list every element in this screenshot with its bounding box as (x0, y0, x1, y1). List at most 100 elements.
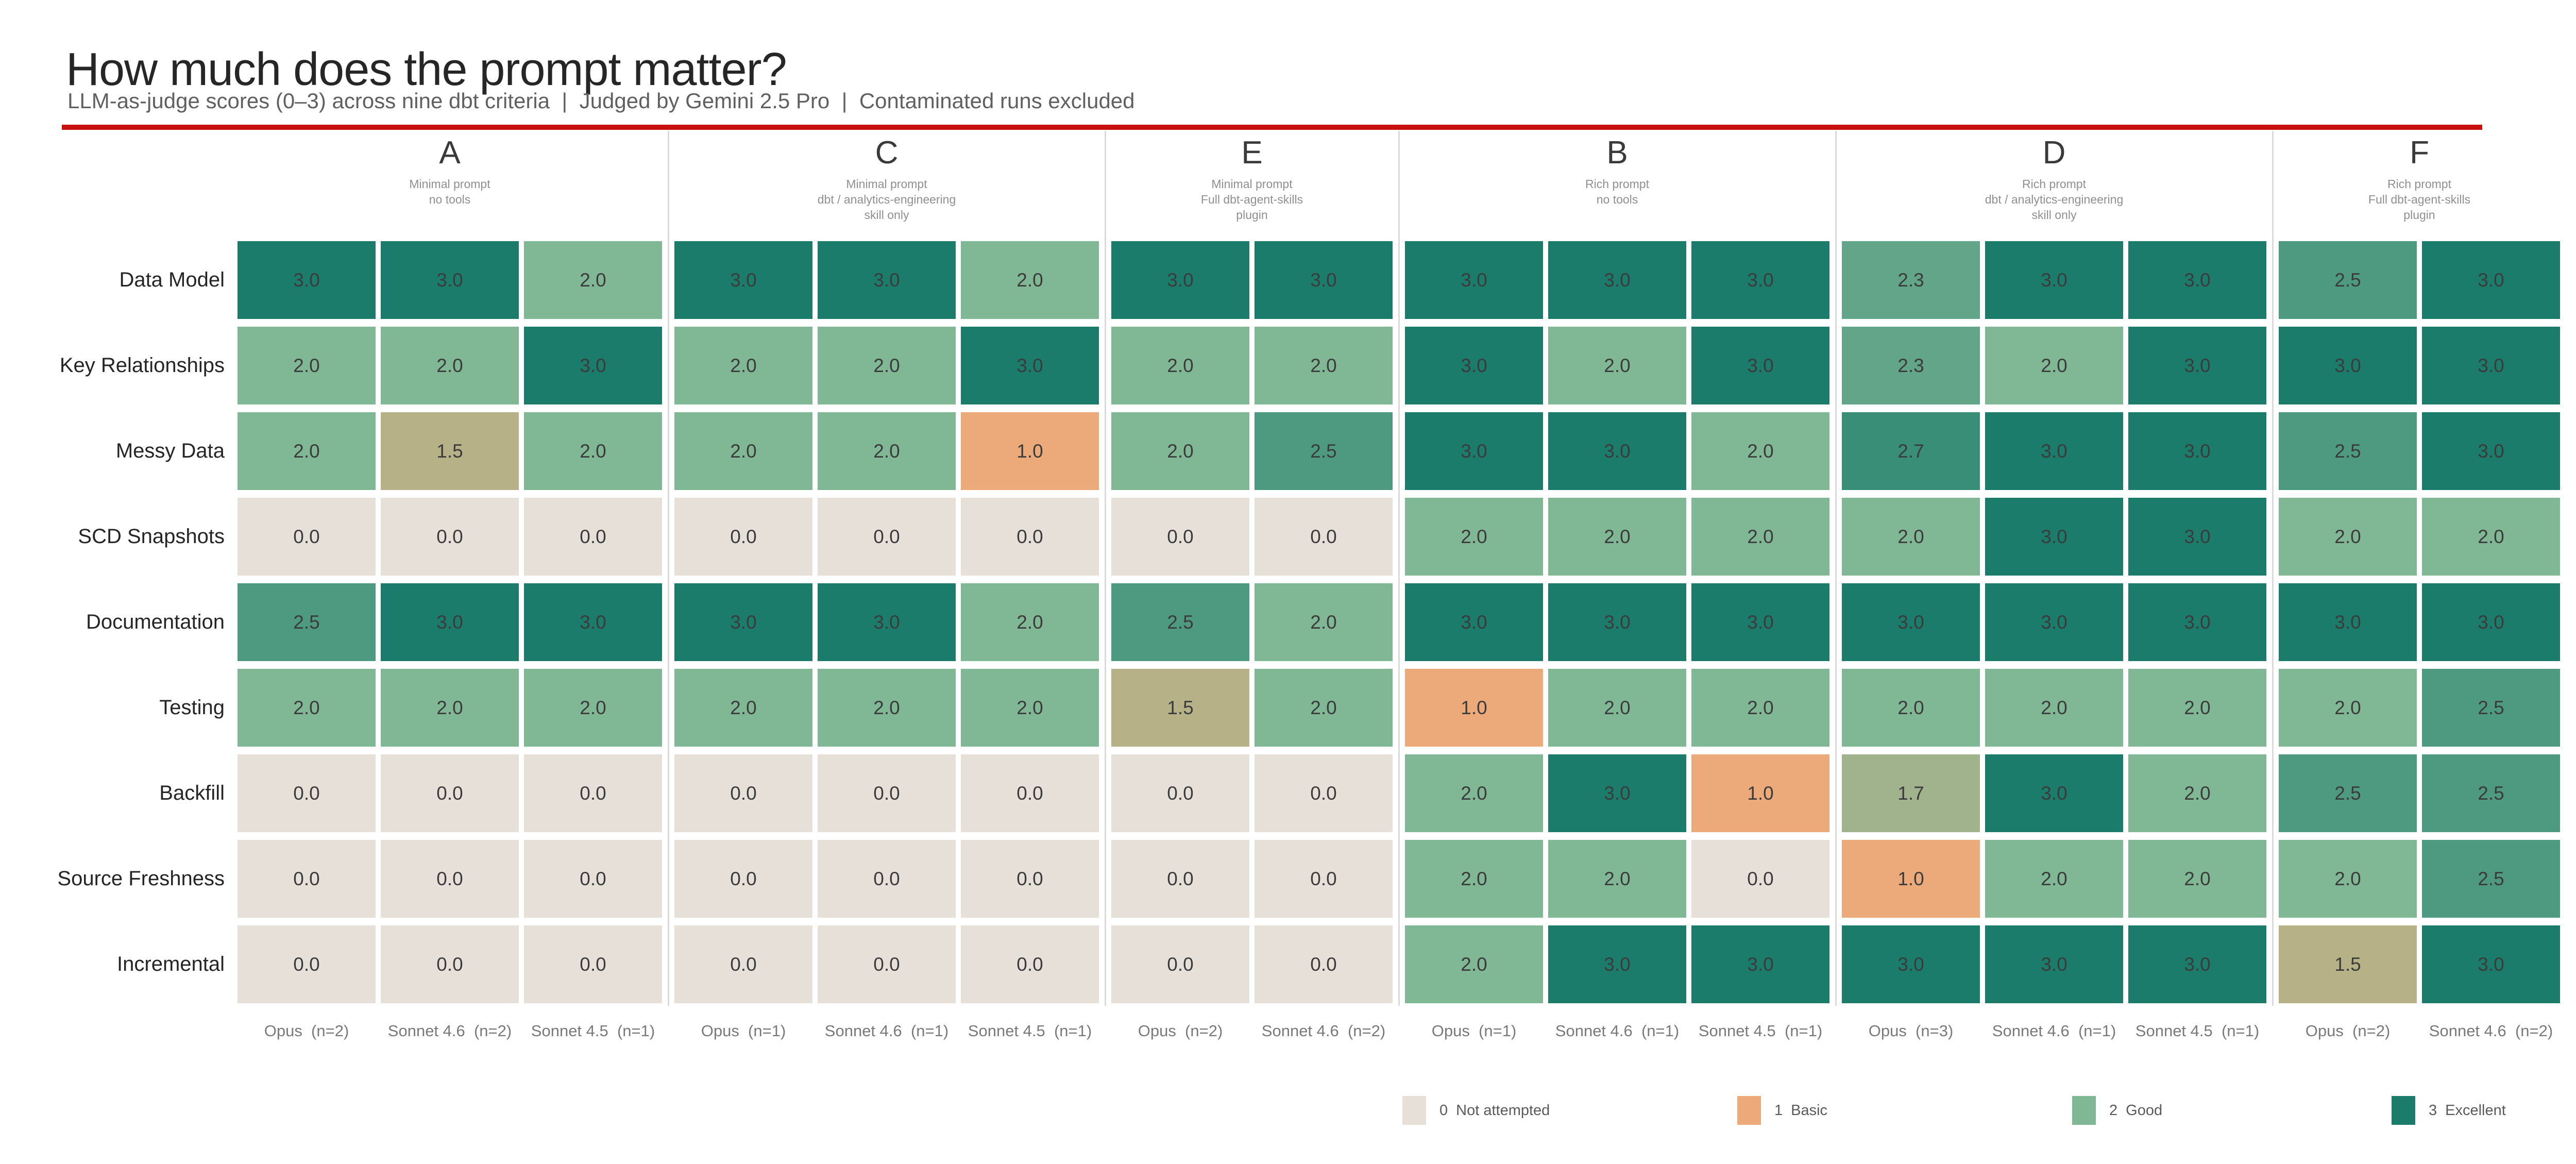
row-label: Documentation (86, 611, 225, 633)
cell-value: 0.0 (436, 868, 463, 889)
heatmap-cell: 2.5 (1111, 583, 1249, 661)
heatmap-cell: 3.0 (2422, 925, 2560, 1003)
heatmap-cell: 0.0 (238, 925, 376, 1003)
cell-value: 3.0 (1747, 611, 1774, 633)
cell-value: 0.0 (873, 953, 900, 975)
column-label: Opus (n=2) (264, 1022, 349, 1040)
heatmap-cell: 3.0 (1405, 583, 1543, 661)
cell-value: 0.0 (873, 868, 900, 889)
heatmap-cell: 1.7 (1842, 754, 1980, 832)
cell-value: 2.0 (1310, 611, 1337, 633)
heatmap-cell: 3.0 (1405, 327, 1543, 404)
heatmap-cell: 2.0 (674, 669, 812, 747)
cell-value: 0.0 (1167, 953, 1194, 975)
cell-value: 3.0 (2478, 355, 2504, 376)
heatmap-cell: 2.0 (1691, 669, 1829, 747)
cell-value: 2.5 (2334, 782, 2361, 804)
heatmap-cell: 3.0 (1985, 241, 2123, 319)
heatmap-cell: 2.0 (238, 412, 376, 490)
heatmap-cell: 2.0 (2128, 669, 2266, 747)
cell-value: 0.0 (1167, 782, 1194, 804)
group-desc-line: Full dbt-agent-skills (1200, 193, 1303, 206)
heatmap-cell: 3.0 (1691, 241, 1829, 319)
cell-value: 0.0 (1016, 953, 1043, 975)
heatmap-cell: 2.0 (2279, 840, 2417, 918)
heatmap-cell: 2.0 (1985, 840, 2123, 918)
heatmap-cell: 0.0 (674, 925, 812, 1003)
cell-value: 3.0 (2041, 953, 2067, 975)
row-label: Testing (159, 696, 225, 719)
heatmap-cell: 2.0 (524, 241, 662, 319)
heatmap-cell: 3.0 (1985, 412, 2123, 490)
cell-value: 3.0 (1461, 440, 1487, 462)
heatmap-cell: 3.0 (2128, 583, 2266, 661)
cell-value: 2.5 (2478, 868, 2504, 889)
column-label: Sonnet 4.5 (n=1) (968, 1022, 1092, 1040)
cell-value: 0.0 (1167, 526, 1194, 547)
heatmap-cell: 2.0 (2422, 498, 2560, 576)
heatmap-cell: 0.0 (381, 754, 519, 832)
cell-value: 0.0 (1167, 868, 1194, 889)
column-label: Sonnet 4.6 (n=2) (1261, 1022, 1386, 1040)
cell-value: 2.0 (1604, 697, 1631, 718)
cell-value: 0.0 (1310, 526, 1337, 547)
cell-value: 2.0 (2041, 355, 2067, 376)
group-description: Minimal prompt Full dbt-agent-skills plugi… (1111, 176, 1393, 223)
group-divider (1105, 131, 1106, 1006)
heatmap-cell: 0.0 (961, 498, 1099, 576)
heatmap-cell: 0.0 (381, 498, 519, 576)
heatmap-cell: 3.0 (1842, 583, 1980, 661)
cell-value: 2.0 (2184, 868, 2211, 889)
heatmap-cell: 3.0 (2422, 583, 2560, 661)
heatmap-cell: 2.0 (238, 327, 376, 404)
column-label: Opus (n=3) (1868, 1022, 1954, 1040)
heatmap-cell: 1.0 (1842, 840, 1980, 918)
cell-value: 3.0 (2478, 269, 2504, 291)
column-label: Opus (n=2) (1138, 1022, 1223, 1040)
group-header-E: E Minimal prompt Full dbt-agent-skills plug… (1111, 137, 1393, 223)
legend-swatch (2072, 1096, 2096, 1125)
heatmap-cell: 2.0 (2128, 840, 2266, 918)
legend-swatch (1737, 1096, 1761, 1125)
legend-swatch (1402, 1096, 1426, 1125)
heatmap-cell: 2.0 (1255, 327, 1393, 404)
heatmap-cell: 1.0 (1691, 754, 1829, 832)
cell-value: 2.0 (1016, 611, 1043, 633)
heatmap-cell: 3.0 (1548, 754, 1686, 832)
group-header-F: F Rich prompt Full dbt-agent-skills plugin (2279, 137, 2560, 223)
legend-item: 3 Excellent (2392, 1095, 2506, 1125)
heatmap-cell: 0.0 (1255, 840, 1393, 918)
cell-value: 0.0 (1310, 953, 1337, 975)
heatmap-cell: 2.0 (1405, 498, 1543, 576)
heatmap-cell: 2.0 (1691, 498, 1829, 576)
cell-value: 2.0 (1461, 868, 1487, 889)
group-letter: D (2042, 135, 2066, 171)
cell-value: 0.0 (436, 526, 463, 547)
cell-value: 1.0 (1897, 868, 1924, 889)
cell-value: 0.0 (293, 526, 320, 547)
legend-item: 2 Good (2072, 1095, 2162, 1125)
cell-value: 3.0 (1604, 953, 1631, 975)
cell-value: 3.0 (1747, 355, 1774, 376)
column-label: Opus (n=1) (701, 1022, 786, 1040)
cell-value: 2.0 (1461, 953, 1487, 975)
cell-value: 1.0 (1016, 440, 1043, 462)
cell-value: 2.0 (1747, 697, 1774, 718)
cell-value: 2.5 (2334, 440, 2361, 462)
heatmap-cell: 3.0 (2422, 327, 2560, 404)
cell-value: 3.0 (2334, 611, 2361, 633)
cell-value: 3.0 (2041, 526, 2067, 547)
heatmap-cell: 3.0 (1405, 412, 1543, 490)
cell-value: 3.0 (730, 611, 757, 633)
heatmap-cell: 0.0 (524, 498, 662, 576)
page-title: How much does the prompt matter? (66, 44, 787, 95)
legend-item: 0 Not attempted (1402, 1095, 1550, 1125)
heatmap-cell: 2.5 (2422, 840, 2560, 918)
cell-value: 3.0 (2478, 611, 2504, 633)
cell-value: 0.0 (730, 526, 757, 547)
heatmap-cell: 0.0 (1111, 840, 1249, 918)
heatmap-cell: 0.0 (238, 840, 376, 918)
heatmap-cell: 3.0 (238, 241, 376, 319)
group-desc-line: no tools (1596, 193, 1638, 206)
